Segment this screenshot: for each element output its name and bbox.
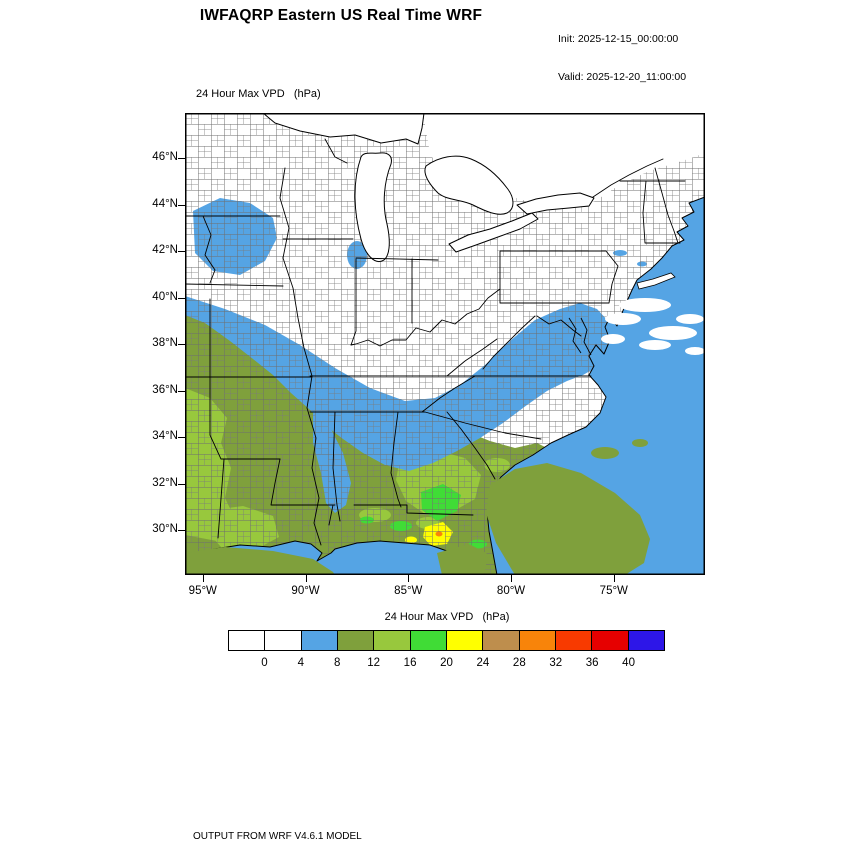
colorbar-tick-label: 16: [403, 657, 417, 669]
footer-model-line: OUTPUT FROM WRF V4.6.1 MODEL: [193, 831, 362, 842]
great-lakes: [262, 113, 595, 263]
ocean-field-green-8-12: [185, 439, 650, 575]
lat-tick-label: 44°N: [152, 197, 178, 210]
colorbar-box: [518, 630, 556, 651]
lon-tickmark: [511, 575, 513, 582]
colorbar-box: [336, 630, 375, 651]
colorbar-box: [228, 630, 266, 651]
lat-tick-label: 42°N: [152, 244, 178, 256]
colorbar-box: [264, 630, 302, 651]
colorbar-tick-label: 28: [512, 657, 526, 669]
map-panel: [185, 113, 705, 575]
colorbar-tick-label: 40: [622, 657, 635, 669]
colorbar-box: [591, 630, 629, 651]
lat-tickmark: [178, 530, 185, 531]
colorbar-box: [627, 630, 665, 651]
footer-notes: OUTPUT FROM WRF V4.6.1 MODEL WE = 310 ; …: [193, 804, 586, 850]
lake-michigan: [354, 152, 392, 263]
lat-tick-label: 32°N: [152, 476, 178, 489]
lat-tick-label: 30°N: [152, 523, 178, 535]
lon-tick-label: 85°W: [394, 585, 423, 597]
lat-tick-label: 40°N: [152, 290, 178, 303]
lat-tick-label: 34°N: [152, 430, 178, 442]
page-title: IWFAQRP Eastern US Real Time WRF: [199, 7, 483, 24]
colorbar-tick-label: 24: [476, 657, 490, 669]
lat-tickmark: [178, 158, 185, 159]
lake-ontario: [516, 192, 595, 215]
lat-tick-label: 38°N: [152, 337, 178, 349]
colorbar-tick-label: 4: [297, 657, 305, 669]
lat-tickmark: [178, 297, 185, 299]
long-island: [636, 272, 676, 290]
run-metadata: Init: 2025-12-15_00:00:00 Valid: 2025-12…: [558, 8, 686, 108]
lat-tickmark: [178, 390, 185, 392]
lon-tickmark: [202, 575, 204, 582]
ocean-field-white-0-4: [601, 298, 705, 355]
lon-tickmark: [305, 575, 307, 582]
colorbar-tick-label: 36: [585, 657, 599, 669]
colorbar-box: [554, 630, 593, 651]
lat-tickmark: [178, 437, 185, 438]
lat-tick-label: 36°N: [152, 383, 178, 396]
colorbar-tick-label: 12: [367, 657, 381, 669]
colorbar-box: [300, 630, 338, 651]
lon-tick-label: 95°W: [188, 585, 217, 597]
lat-tickmark: [178, 204, 185, 206]
colorbar-box: [445, 630, 484, 651]
map-canvas: [185, 113, 705, 575]
colorbar: [228, 630, 665, 651]
colorbar-tick-label: 20: [440, 657, 453, 669]
valid-time: Valid: 2025-12-20_11:00:00: [558, 70, 687, 83]
lon-tickmark: [408, 575, 410, 582]
field-title: 24 Hour Max VPD (hPa): [196, 88, 321, 100]
colorbar-box: [409, 630, 447, 651]
colorbar-title: 24 Hour Max VPD (hPa): [384, 611, 510, 623]
lon-tick-label: 90°W: [291, 585, 320, 597]
lon-tick-label: 80°W: [496, 585, 526, 597]
chesapeake-bay: [568, 317, 592, 356]
colorbar-box: [373, 630, 411, 651]
colorbar-tick-label: 8: [334, 657, 341, 669]
init-time: Init: 2025-12-15_00:00:00: [558, 33, 679, 45]
colorbar-box: [482, 630, 520, 651]
colorbar-tick-label: 32: [549, 657, 563, 669]
lat-tickmark: [178, 251, 185, 252]
colorbar-tick-label: 0: [261, 657, 268, 669]
lake-huron: [424, 155, 514, 215]
lon-tickmark: [613, 575, 615, 582]
lon-tick-label: 75°W: [599, 585, 628, 597]
map-frame: [185, 113, 705, 575]
lat-tickmark: [178, 483, 185, 485]
state-borders: [185, 138, 686, 546]
lake-superior: [262, 113, 425, 145]
lat-tickmark: [178, 344, 185, 345]
lake-erie: [448, 212, 539, 253]
lat-tick-label: 46°N: [152, 151, 178, 163]
